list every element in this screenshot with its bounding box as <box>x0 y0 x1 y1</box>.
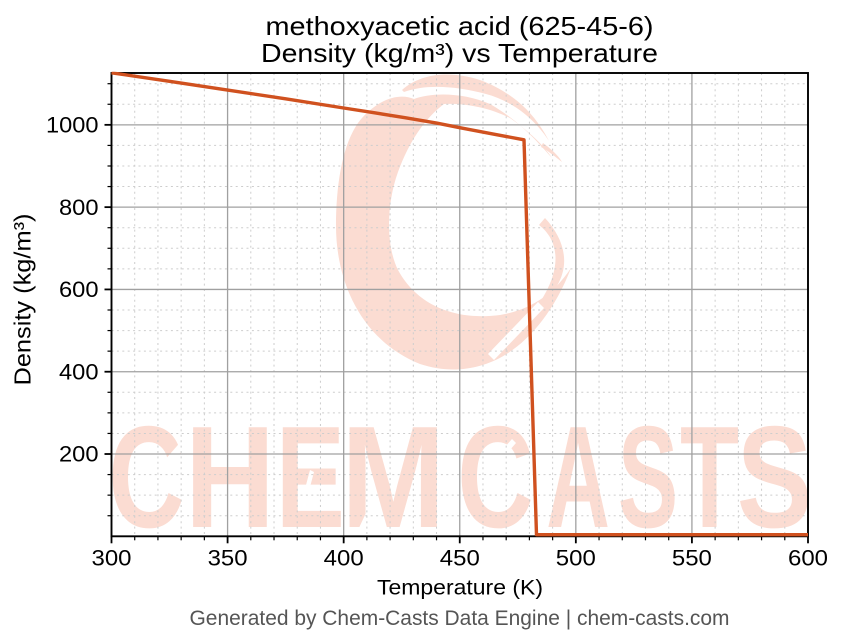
svg-text:S: S <box>618 396 678 558</box>
svg-text:S: S <box>737 395 812 558</box>
svg-text:T: T <box>680 396 739 558</box>
svg-text:600: 600 <box>59 277 99 302</box>
svg-text:A: A <box>546 397 610 559</box>
svg-text:350: 350 <box>208 546 248 571</box>
svg-text:400: 400 <box>59 359 99 384</box>
svg-text:Density (kg/m³) vs Temperature: Density (kg/m³) vs Temperature <box>261 40 658 68</box>
svg-text:1000: 1000 <box>46 113 99 138</box>
svg-text:Temperature (K): Temperature (K) <box>377 575 543 600</box>
svg-text:200: 200 <box>59 442 99 467</box>
svg-text:C: C <box>457 396 533 558</box>
svg-text:M: M <box>341 396 445 558</box>
svg-text:methoxyacetic acid (625-45-6): methoxyacetic acid (625-45-6) <box>266 13 654 41</box>
svg-text:Generated by Chem-Casts Data E: Generated by Chem-Casts Data Engine | ch… <box>190 607 730 630</box>
svg-text:300: 300 <box>92 546 132 571</box>
svg-text:600: 600 <box>788 546 828 571</box>
svg-text:H: H <box>185 395 275 558</box>
svg-text:400: 400 <box>324 546 364 571</box>
svg-text:450: 450 <box>440 546 480 571</box>
svg-text:Density (kg/m³): Density (kg/m³) <box>10 214 36 386</box>
svg-text:500: 500 <box>556 546 596 571</box>
svg-text:550: 550 <box>672 546 712 571</box>
svg-text:800: 800 <box>59 195 99 220</box>
svg-text:C: C <box>108 396 184 558</box>
